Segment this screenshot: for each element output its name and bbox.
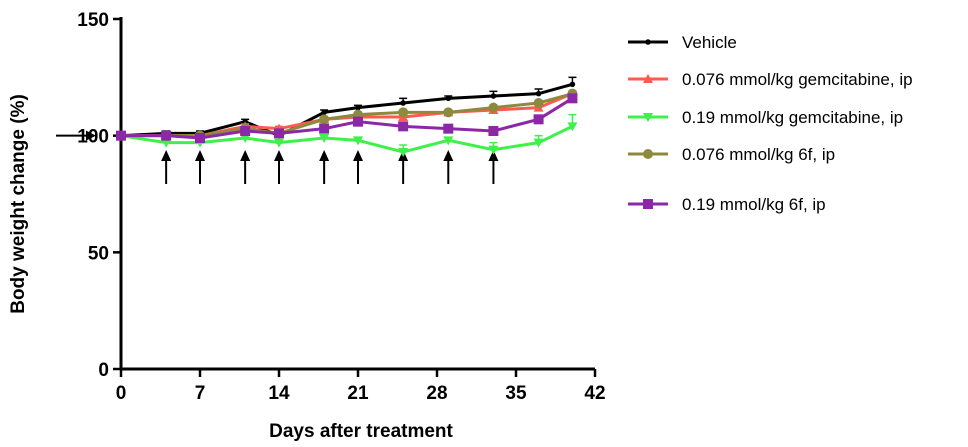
data-point bbox=[274, 128, 284, 139]
data-point bbox=[353, 136, 363, 146]
data-point bbox=[274, 138, 284, 148]
series-line bbox=[121, 97, 574, 140]
data-point bbox=[567, 122, 578, 132]
x-tick-label: 7 bbox=[195, 383, 206, 404]
x-tick-label: 28 bbox=[426, 383, 447, 404]
data-point bbox=[398, 107, 409, 118]
data-point bbox=[443, 123, 454, 134]
x-tick-label: 14 bbox=[268, 383, 290, 404]
data-point bbox=[643, 149, 653, 159]
data-point bbox=[161, 130, 172, 141]
data-point bbox=[643, 74, 653, 83]
data-point bbox=[355, 104, 361, 111]
x-tick-label: 0 bbox=[116, 383, 127, 404]
legend-item-3: 0.19 mmol/kg gemcitabine, ip bbox=[628, 108, 903, 127]
data-point bbox=[400, 100, 406, 106]
dosing-arrow-head bbox=[274, 150, 284, 161]
data-point bbox=[116, 130, 126, 141]
x-tick-label: 21 bbox=[347, 383, 369, 404]
dosing-arrow-head bbox=[240, 150, 251, 161]
legend: Vehicle 0.076 mmol/kg gemcitabine, ip 0.19… bbox=[628, 33, 913, 214]
data-point bbox=[319, 123, 330, 134]
data-point bbox=[319, 114, 330, 125]
dosing-arrow-head bbox=[488, 150, 499, 161]
data-point bbox=[161, 138, 172, 148]
dosing-arrow-head bbox=[319, 150, 330, 161]
series-3 bbox=[116, 113, 578, 157]
series-line bbox=[120, 82, 573, 138]
x-tick-label: 35 bbox=[505, 383, 527, 404]
data-point bbox=[533, 138, 544, 148]
data-point bbox=[645, 39, 651, 45]
y-tick-label: 0 bbox=[98, 360, 109, 381]
legend-label: 0.076 mmol/kg gemcitabine, ip bbox=[682, 70, 913, 89]
data-point bbox=[443, 107, 454, 118]
dosing-arrows bbox=[161, 150, 499, 184]
y-tick-label: 100 bbox=[77, 127, 109, 148]
data-point bbox=[567, 93, 578, 104]
data-point bbox=[398, 121, 409, 132]
legend-label: 0.076 mmol/kg 6f, ip bbox=[682, 145, 835, 164]
data-point bbox=[240, 126, 251, 136]
data-point bbox=[488, 126, 499, 136]
data-point bbox=[398, 148, 409, 157]
y-tick-label: 150 bbox=[77, 10, 109, 31]
legend-label: 0.19 mmol/kg 6f, ip bbox=[682, 195, 826, 214]
legend-item-5: 0.19 mmol/kg 6f, ip bbox=[628, 195, 826, 214]
data-point bbox=[443, 136, 454, 146]
data-point bbox=[353, 116, 363, 127]
series-line bbox=[120, 124, 574, 154]
legend-item-2: 0.076 mmol/kg gemcitabine, ip bbox=[628, 70, 913, 89]
data-point bbox=[533, 98, 544, 108]
dosing-arrow-head bbox=[161, 150, 172, 161]
series-group bbox=[116, 76, 578, 157]
data-point bbox=[490, 93, 497, 99]
legend-item-4: 0.076 mmol/kg 6f, ip bbox=[628, 145, 835, 164]
series-5 bbox=[116, 93, 578, 143]
legend-label: 0.19 mmol/kg gemcitabine, ip bbox=[682, 108, 903, 127]
data-point bbox=[488, 145, 499, 155]
data-point bbox=[240, 134, 251, 143]
y-axis-title: Body weight change (%) bbox=[8, 94, 29, 314]
data-point bbox=[535, 90, 542, 97]
data-point bbox=[319, 134, 330, 143]
axes: 0 7 14 21 28 35 42 0 50 100 150 bbox=[56, 10, 606, 404]
data-point bbox=[569, 81, 576, 88]
x-tick-label: 42 bbox=[584, 383, 605, 404]
legend-item-1: Vehicle bbox=[628, 33, 737, 52]
series-line bbox=[121, 92, 573, 138]
reference-arrow-head bbox=[86, 130, 96, 141]
legend-label: Vehicle bbox=[682, 33, 737, 52]
data-point bbox=[445, 95, 452, 102]
data-point bbox=[643, 113, 653, 122]
data-point bbox=[321, 109, 327, 116]
dosing-arrow-head bbox=[353, 150, 363, 161]
data-point bbox=[195, 133, 205, 143]
data-point bbox=[533, 114, 544, 125]
dosing-arrow-head bbox=[195, 150, 205, 161]
y-tick-label: 50 bbox=[88, 243, 109, 264]
data-point bbox=[643, 199, 653, 209]
data-point bbox=[488, 102, 499, 113]
dosing-arrow-head bbox=[443, 150, 454, 161]
x-axis-title: Days after treatment bbox=[269, 421, 453, 442]
